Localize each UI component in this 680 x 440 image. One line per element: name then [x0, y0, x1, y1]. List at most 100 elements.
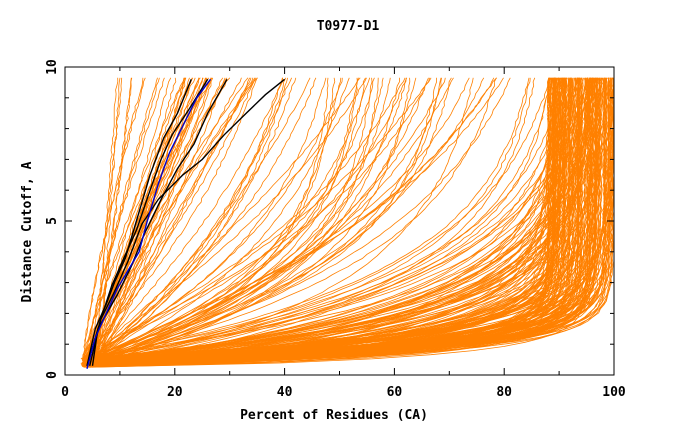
model-curve	[89, 77, 552, 360]
model-curve	[81, 77, 327, 362]
model-curve	[95, 77, 371, 363]
model-curve	[95, 77, 242, 365]
model-curve	[85, 77, 609, 368]
model-curve	[91, 77, 589, 365]
model-curve	[85, 77, 511, 362]
model-curve	[94, 77, 350, 358]
model-curve	[93, 77, 119, 362]
model-curve	[88, 77, 366, 366]
x-tick-label: 80	[496, 385, 512, 400]
best-model-curve	[86, 78, 212, 369]
model-curve	[93, 77, 204, 360]
model-curve	[95, 77, 495, 359]
highlighted-model-curve	[89, 78, 209, 366]
model-curve	[92, 77, 590, 365]
model-curve	[85, 77, 530, 360]
y-tick-label: 10	[45, 59, 60, 75]
model-curve	[85, 77, 568, 359]
x-tick-label: 40	[277, 385, 293, 400]
model-curve	[89, 77, 601, 360]
model-curve	[82, 77, 571, 365]
model-curve	[86, 77, 252, 362]
model-curve	[84, 77, 287, 365]
y-tick-label: 5	[45, 217, 60, 225]
y-axis-label: Distance Cutoff, A	[20, 161, 35, 302]
model-curve	[94, 77, 283, 363]
model-curve	[91, 77, 559, 359]
x-tick-label: 100	[602, 385, 626, 400]
x-axis-label: Percent of Residues (CA)	[240, 408, 428, 423]
model-curve	[83, 77, 165, 363]
model-curve	[95, 77, 207, 363]
model-curve	[90, 77, 553, 366]
model-curve	[87, 77, 497, 366]
model-curve	[89, 77, 251, 366]
model-curve	[80, 77, 589, 360]
model-curve	[86, 77, 599, 363]
model-curve	[97, 77, 311, 361]
x-tick-label: 20	[167, 385, 183, 400]
model-curve	[86, 77, 598, 368]
highlighted-model-curves	[86, 78, 286, 369]
model-curve	[97, 77, 578, 365]
model-curve	[92, 77, 551, 364]
model-curve	[89, 77, 429, 358]
model-curve	[82, 77, 567, 367]
model-curve	[83, 77, 452, 358]
y-tick-label: 0	[45, 371, 60, 379]
model-curve	[87, 77, 558, 360]
model-curve	[86, 77, 186, 364]
model-curve	[90, 77, 408, 362]
axis-tick-labels: 0 20 40 60 80 100 0 5 10	[45, 59, 626, 400]
model-curve	[86, 77, 595, 366]
chart-title: T0977-D1	[317, 19, 380, 34]
model-curve	[89, 77, 605, 368]
model-curve	[88, 77, 588, 363]
model-curve	[86, 77, 292, 361]
model-curve	[88, 77, 565, 363]
model-curve	[95, 77, 442, 361]
model-curve	[92, 77, 373, 364]
model-curve	[88, 77, 584, 361]
model-curve	[91, 77, 329, 360]
x-tick-label: 60	[387, 385, 403, 400]
model-curve	[86, 77, 598, 359]
model-curve	[82, 77, 144, 364]
model-curve	[95, 77, 536, 364]
model-curve	[86, 77, 258, 359]
model-curve	[87, 77, 580, 363]
highlighted-model-curve	[86, 79, 192, 366]
model-curve	[95, 77, 317, 360]
model-curve	[88, 77, 407, 363]
model-curve	[85, 77, 375, 357]
model-curve	[92, 77, 256, 360]
model-curve	[88, 77, 406, 360]
model-curve	[86, 77, 577, 368]
model-curve	[88, 77, 567, 361]
model-curve	[88, 77, 432, 366]
model-curve	[83, 77, 613, 362]
model-curve	[83, 77, 288, 365]
plot-area	[80, 77, 614, 369]
model-curve	[94, 77, 203, 363]
model-curve	[87, 77, 581, 362]
model-curve	[90, 77, 570, 361]
model-curve	[82, 77, 566, 365]
other-model-curves	[80, 77, 614, 368]
model-curve	[96, 77, 186, 361]
model-curve	[95, 77, 256, 362]
model-curve	[87, 77, 564, 360]
model-curve	[88, 77, 613, 361]
model-curve	[83, 77, 430, 358]
model-curve	[90, 77, 556, 359]
x-tick-label: 0	[61, 385, 69, 400]
model-curve	[85, 77, 572, 368]
model-curve	[86, 77, 573, 366]
highlighted-model-curve	[86, 78, 286, 366]
axis-ticks	[64, 66, 615, 376]
model-curve	[97, 77, 361, 358]
model-curve	[85, 77, 342, 364]
model-curve	[81, 77, 454, 364]
model-curve	[92, 77, 367, 361]
